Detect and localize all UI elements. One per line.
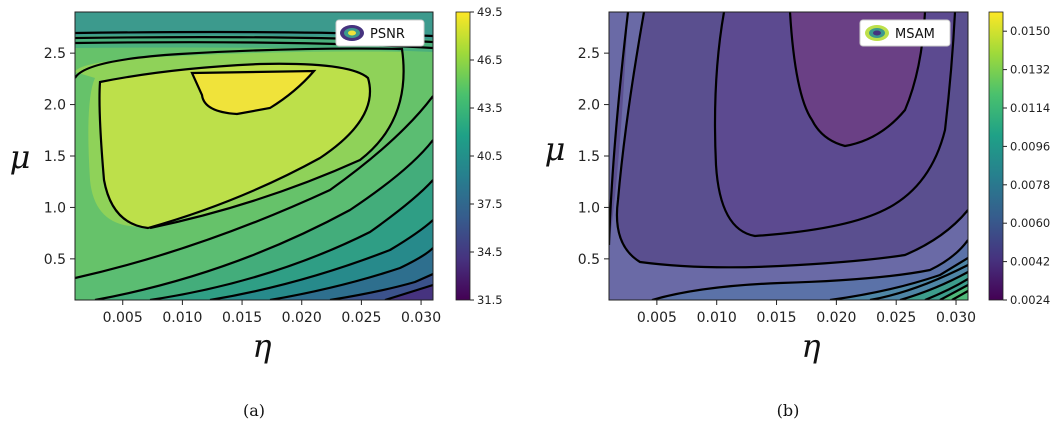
legend-contour-icon-core <box>348 30 356 36</box>
contour-line <box>149 179 433 300</box>
contour-band <box>192 71 314 114</box>
colorbar-a: 49.5 46.5 43.5 40.5 37.5 34.5 31.5 <box>455 5 503 307</box>
axes-b: 0.005 0.010 0.015 0.020 0.025 0.030 0.5 1.0 1.5 2… <box>578 46 976 326</box>
contour-line <box>788 12 927 148</box>
legend-label: MSAM <box>895 27 935 42</box>
contour-line <box>829 257 968 300</box>
colorbar-tick-label: 37.5 <box>477 197 503 211</box>
x-tick-label: 0.005 <box>637 310 677 326</box>
colorbar-tick-label: 0.0114 <box>1010 101 1050 115</box>
legend-b: MSAM <box>859 19 951 47</box>
contour-line <box>98 62 372 230</box>
colorbar-gradient <box>455 11 471 301</box>
colorbar-tick-label: 0.0042 <box>1010 255 1050 269</box>
legend-contour-icon-core <box>873 30 881 36</box>
colorbar-tick-label: 0.0150 <box>1010 24 1050 38</box>
contour-line <box>75 95 433 280</box>
legend-a: PSNR <box>335 19 425 47</box>
y-tick-label: 1.0 <box>578 200 600 216</box>
x-tick-label: 0.030 <box>936 310 976 326</box>
contour-line <box>869 264 968 300</box>
legend-label: PSNR <box>370 27 405 42</box>
contour-line <box>651 239 968 300</box>
x-tick-label: 0.010 <box>162 310 202 326</box>
colorbar-tick-label: 40.5 <box>477 149 503 163</box>
contour-line <box>713 12 957 238</box>
contour-line <box>924 278 968 300</box>
contour-line <box>94 139 433 300</box>
y-tick-label: 0.5 <box>44 252 66 268</box>
y-tick-label: 1.5 <box>578 149 600 165</box>
contour-line <box>269 247 433 300</box>
colorbar-tick-label: 0.0132 <box>1010 63 1050 77</box>
axes-a: 0.005 0.010 0.015 0.020 0.025 0.030 0.5 1.0 1.5 2… <box>44 46 441 326</box>
x-tick-label: 0.005 <box>103 310 143 326</box>
x-tick-label: 0.020 <box>816 310 856 326</box>
contour-line <box>209 219 433 300</box>
contour-band <box>609 12 628 245</box>
x-tick-label: 0.030 <box>401 310 441 326</box>
contour-plot-a <box>75 12 433 300</box>
panel-b: MSAM 0.005 0.010 0.015 0.020 0.025 0.030 0.5 1.… <box>545 11 1050 420</box>
colorbar-tick-label: 0.0024 <box>1010 293 1050 307</box>
panel-a: PSNR 0.005 0.010 0.015 0.020 0.025 0.030 0.5 1.… <box>10 5 503 420</box>
y-tick-label: 0.5 <box>578 252 600 268</box>
colorbar-tick-label: 0.0096 <box>1010 139 1050 153</box>
colorbar-tick-label: 34.5 <box>477 245 503 259</box>
contour-line <box>75 47 405 230</box>
contour-line <box>329 272 433 300</box>
contour-band <box>99 63 370 229</box>
contour-line <box>899 271 968 300</box>
contour-band <box>652 240 968 300</box>
contour-line <box>951 290 968 300</box>
contour-line <box>939 284 968 300</box>
contour-line <box>609 12 630 246</box>
contour-plot-b <box>609 12 968 300</box>
y-tick-label: 2.0 <box>44 98 66 114</box>
colorbar-b: 0.0150 0.0132 0.0114 0.0096 0.0078 0.0060 0.00… <box>988 11 1050 307</box>
x-tick-label: 0.010 <box>697 310 737 326</box>
xlabel-a: η <box>252 327 271 365</box>
caption-a: (a) <box>243 401 265 420</box>
contour-line <box>615 12 968 269</box>
ylabel-b: μ <box>545 130 566 168</box>
y-tick-label: 1.5 <box>44 149 66 165</box>
contour-line <box>384 283 433 300</box>
colorbar-tick-label: 0.0078 <box>1010 178 1050 192</box>
xlabel-b: η <box>801 327 820 365</box>
colorbar-tick-label: 0.0060 <box>1010 216 1050 230</box>
colorbar-tick-label: 46.5 <box>477 53 503 67</box>
x-tick-label: 0.025 <box>876 310 916 326</box>
contour-line <box>190 69 317 116</box>
colorbar-tick-label: 31.5 <box>477 293 503 307</box>
ylabel-a: μ <box>10 138 31 176</box>
y-tick-label: 2.5 <box>578 46 600 62</box>
y-tick-label: 2.5 <box>44 46 66 62</box>
colorbar-tick-label: 43.5 <box>477 101 503 115</box>
y-tick-label: 1.0 <box>44 200 66 216</box>
x-tick-label: 0.015 <box>756 310 796 326</box>
x-tick-label: 0.015 <box>222 310 262 326</box>
x-tick-label: 0.025 <box>341 310 381 326</box>
colorbar-gradient <box>988 11 1004 301</box>
y-tick-label: 2.0 <box>578 98 600 114</box>
colorbar-tick-label: 49.5 <box>477 5 503 19</box>
caption-b: (b) <box>777 401 800 420</box>
x-tick-label: 0.020 <box>282 310 322 326</box>
